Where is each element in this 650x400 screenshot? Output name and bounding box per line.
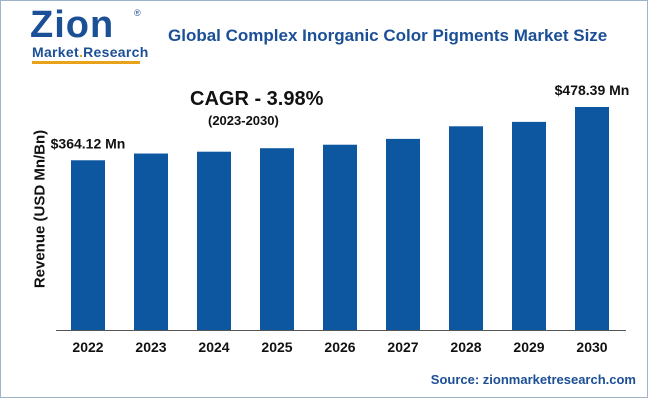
- x-tick-label-2027: 2027: [387, 339, 418, 355]
- logo-subtitle-part1: Market: [32, 44, 79, 60]
- x-tick-label-2029: 2029: [513, 339, 544, 355]
- logo-subtitle-part2: Research: [83, 44, 149, 60]
- logo-underline: [32, 61, 140, 64]
- logo-subtitle: Market.Research: [32, 44, 149, 60]
- cagr-period: (2023-2030): [208, 113, 279, 128]
- logo: Zion ® Market.Research: [8, 4, 158, 64]
- data-label-2030: $478.39 Mn: [555, 82, 630, 98]
- bar-2030: [575, 107, 609, 330]
- x-tick-label-2028: 2028: [450, 339, 481, 355]
- bar-2028: [449, 126, 483, 330]
- data-label-2022: $364.12 Mn: [51, 135, 126, 151]
- x-tick-label-2030: 2030: [576, 339, 607, 355]
- x-tick-label-2026: 2026: [324, 339, 355, 355]
- logo-subtitle-dot: .: [78, 44, 84, 60]
- chart-title: Global Complex Inorganic Color Pigments …: [168, 26, 608, 45]
- x-tick-label-2025: 2025: [261, 339, 292, 355]
- bar-2025: [260, 148, 294, 330]
- bar-2027: [386, 138, 420, 330]
- bar-2022: [71, 160, 105, 330]
- bar-2023: [134, 153, 168, 330]
- x-tick-label-2023: 2023: [135, 339, 166, 355]
- bar-2029: [512, 121, 546, 331]
- x-tick-label-2022: 2022: [72, 339, 103, 355]
- bar-2026: [323, 144, 357, 330]
- cagr-annotation: CAGR - 3.98%: [190, 88, 324, 110]
- logo-registered-mark: ®: [134, 8, 141, 18]
- bar-2024: [197, 151, 231, 330]
- source-credit: Source: zionmarketresearch.com: [430, 372, 636, 387]
- logo-wordmark: Zion: [30, 4, 115, 46]
- x-tick-label-2024: 2024: [198, 339, 229, 355]
